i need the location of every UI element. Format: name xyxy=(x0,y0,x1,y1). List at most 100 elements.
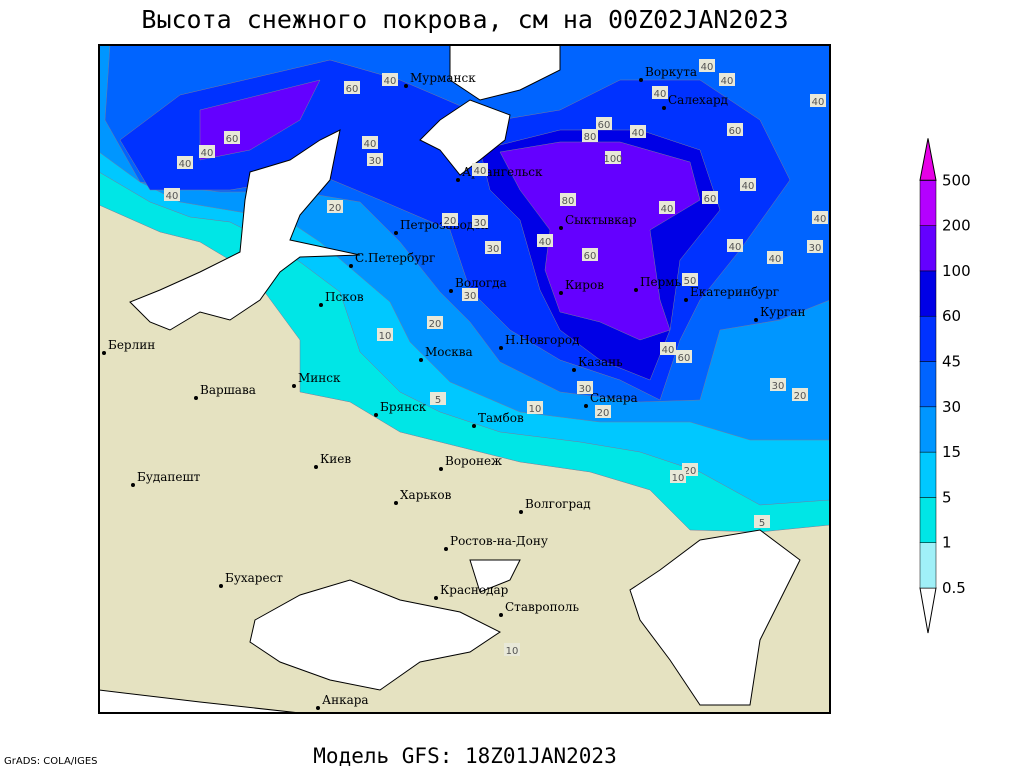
contour-label-bg xyxy=(442,213,458,226)
colorbar-label: 0.5 xyxy=(942,579,966,597)
water xyxy=(449,45,561,101)
credit: GrADS: COLA/IGES xyxy=(4,756,98,767)
city-label: Воронеж xyxy=(445,454,502,468)
city-dot xyxy=(559,291,563,295)
contour-label: 40 xyxy=(384,76,397,87)
contour-label-bg xyxy=(682,273,698,286)
contour-label-bg xyxy=(770,378,786,391)
contour-label-bg xyxy=(199,145,215,158)
city-label: Киев xyxy=(320,452,351,466)
contour-label: 40 xyxy=(814,214,827,225)
city-dot xyxy=(219,584,223,588)
colorbar-swatch xyxy=(919,542,937,589)
city-dot xyxy=(519,510,523,514)
contour-label: 30 xyxy=(579,384,592,395)
city-label: Н.Новгород xyxy=(505,333,580,347)
city-dot xyxy=(394,231,398,235)
colorbar-label: 1 xyxy=(942,534,952,552)
contour-label-bg xyxy=(767,251,783,264)
contour-label-bg xyxy=(727,239,743,252)
city-dot xyxy=(434,596,438,600)
contour-label: 20 xyxy=(597,408,610,419)
water xyxy=(419,99,511,176)
contour-label: 10 xyxy=(672,473,685,484)
contour-label-bg xyxy=(807,240,823,253)
contour-label-bg xyxy=(377,328,393,341)
contour-label: 40 xyxy=(201,148,214,159)
city-label: Минск xyxy=(298,371,341,385)
colorbar-swatch xyxy=(919,270,937,317)
contour-label-bg xyxy=(164,188,180,201)
city-dot xyxy=(572,368,576,372)
city-dot xyxy=(634,288,638,292)
contour-label: 40 xyxy=(364,139,377,150)
city-dot xyxy=(584,404,588,408)
colorbar-label: 30 xyxy=(942,398,961,416)
city-label: Будапешт xyxy=(137,470,201,484)
contour-label-bg xyxy=(676,350,692,363)
contour-label: 40 xyxy=(662,345,675,356)
contour-label-bg xyxy=(224,131,240,144)
city-label: Самара xyxy=(590,391,638,405)
city-label: Берлин xyxy=(108,338,155,352)
contour-label: 60 xyxy=(346,84,359,95)
water xyxy=(99,689,301,713)
city-dot xyxy=(499,613,503,617)
city-label: С.Петербург xyxy=(355,251,435,265)
contour-label: 20 xyxy=(794,391,807,402)
contour-label: 80 xyxy=(584,132,597,143)
city-label: Салехард xyxy=(668,93,728,107)
contour-label: 40 xyxy=(769,254,782,265)
city-dot xyxy=(439,467,443,471)
contour-label: 20 xyxy=(684,466,697,477)
contour-label-bg xyxy=(652,86,668,99)
contour-label: 40 xyxy=(632,128,645,139)
contour-label-bg xyxy=(485,241,501,254)
contour-label-bg xyxy=(792,388,808,401)
contour-label: 20 xyxy=(429,319,442,330)
city-dot xyxy=(314,465,318,469)
city-dot xyxy=(319,303,323,307)
contour-label-bg xyxy=(719,73,735,86)
contour-label-bg xyxy=(812,211,828,224)
city-dot xyxy=(559,226,563,230)
city-dot xyxy=(499,346,503,350)
contour-label-bg xyxy=(430,392,446,405)
city-label: Екатеринбург xyxy=(690,285,779,299)
city-label: Киров xyxy=(565,278,604,292)
city-dot xyxy=(102,351,106,355)
city-label: Тамбов xyxy=(478,411,524,425)
contour-label: 40 xyxy=(661,204,674,215)
contour-label-bg xyxy=(537,234,553,247)
contour-label-bg xyxy=(660,342,676,355)
contour-label-bg xyxy=(630,125,646,138)
contour-label: 20 xyxy=(329,203,342,214)
city-label: Брянск xyxy=(380,400,427,414)
contour-label-bg xyxy=(382,73,398,86)
contour-label-bg xyxy=(327,200,343,213)
city-dot xyxy=(131,483,135,487)
contour-label-bg xyxy=(472,163,488,176)
contour-label: 30 xyxy=(809,243,822,254)
colorbar-under xyxy=(919,587,937,634)
city-dot xyxy=(684,298,688,302)
colorbar-swatch xyxy=(919,451,937,498)
contour-label-bg xyxy=(427,316,443,329)
contour-label: 40 xyxy=(166,191,179,202)
contour-label: 20 xyxy=(444,216,457,227)
contour-label: 40 xyxy=(474,166,487,177)
city-dot xyxy=(292,384,296,388)
city-dot xyxy=(316,706,320,710)
contour-label-bg xyxy=(596,117,612,130)
contour-label: 80 xyxy=(562,196,575,207)
city-label: Анкара xyxy=(322,693,369,707)
contour-label: 100 xyxy=(603,154,622,165)
contour-label: 60 xyxy=(598,120,611,131)
contour-label: 60 xyxy=(226,134,239,145)
city-dot xyxy=(639,78,643,82)
contour-label-bg xyxy=(740,178,756,191)
footer: Модель GFS: 18Z01JAN2023 xyxy=(313,744,616,768)
contour-label-bg xyxy=(810,94,826,107)
contour-label-bg xyxy=(560,193,576,206)
map-frame xyxy=(98,44,831,714)
